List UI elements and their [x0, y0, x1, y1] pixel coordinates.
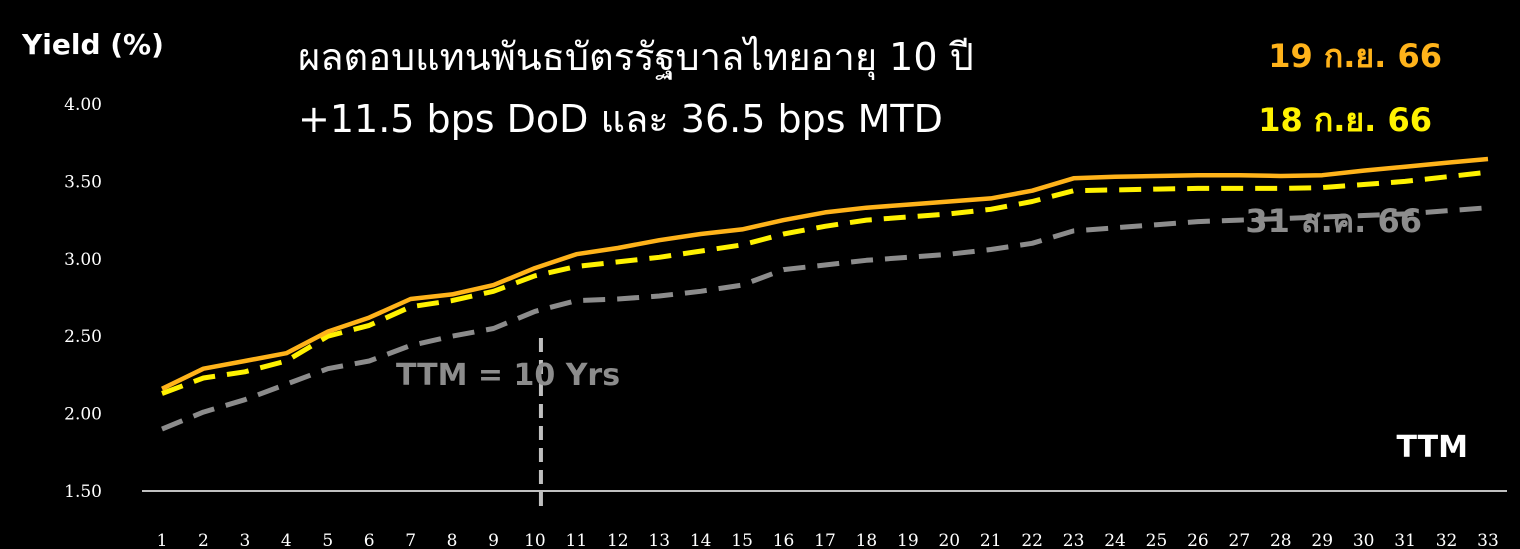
series-line	[161, 156, 1489, 391]
x-tick-label: 8	[447, 531, 458, 549]
legend-label: 18 ก.ย. 66	[1258, 101, 1432, 139]
x-tick-label: 6	[364, 531, 375, 549]
x-tick-label: 27	[1229, 531, 1251, 549]
x-tick-label: 11	[566, 531, 588, 549]
x-tick-label: 2	[198, 531, 209, 549]
x-tick-label: 23	[1063, 531, 1085, 549]
y-tick-label: 3.50	[64, 172, 102, 192]
x-tick-label: 29	[1311, 531, 1333, 549]
y-axis-label: Yield (%)	[21, 28, 164, 61]
legend-label: 19 ก.ย. 66	[1268, 37, 1442, 75]
x-tick-label: 28	[1270, 531, 1292, 549]
x-tick-label: 21	[980, 531, 1002, 549]
x-tick-label: 3	[239, 531, 250, 549]
y-tick-label: 4.00	[64, 95, 102, 115]
x-tick-label: 30	[1353, 531, 1375, 549]
chart-title: ผลตอบแทนพันธบัตรรัฐบาลไทยอายุ 10 ปี	[298, 35, 974, 80]
series-line	[161, 205, 1489, 432]
legend-label: 31 ส.ค. 66	[1245, 202, 1422, 240]
x-tick-label: 17	[814, 531, 836, 549]
x-tick-label: 13	[648, 531, 670, 549]
x-tick-label: 24	[1104, 531, 1126, 549]
x-axis-label: TTM	[1397, 430, 1468, 465]
x-tick-label: 33	[1477, 531, 1499, 549]
x-tick-label: 7	[405, 531, 416, 549]
x-tick-label: 19	[897, 531, 919, 549]
x-tick-label: 20	[938, 531, 960, 549]
x-tick-label: 15	[731, 531, 753, 549]
chart-subtitle: +11.5 bps DoD และ 36.5 bps MTD	[298, 97, 943, 141]
x-tick-label: 5	[322, 531, 333, 549]
x-tick-label: 32	[1436, 531, 1458, 549]
legend: 19 ก.ย. 66 18 ก.ย. 66 31 ส.ค. 66	[1245, 37, 1442, 240]
x-tick-label: 9	[488, 531, 499, 549]
x-tick-label: 16	[773, 531, 795, 549]
ttm-10-annotation: TTM = 10 Yrs	[396, 358, 620, 393]
x-tick-label: 10	[524, 531, 546, 549]
x-tick-label: 18	[856, 531, 878, 549]
x-tick-label: 14	[690, 531, 712, 549]
series-line	[161, 169, 1489, 396]
x-tick-label: 1	[157, 531, 168, 549]
series-lines	[161, 156, 1489, 432]
x-axis-ticks: 1 2 3 4 5 6 7 8 9 10 11 12 13 14 15 16 17 18 19 20 21 22 23 24 2…	[157, 531, 1499, 549]
x-tick-label: 4	[281, 531, 292, 549]
x-tick-label: 26	[1187, 531, 1209, 549]
x-tick-label: 12	[607, 531, 629, 549]
x-tick-label: 25	[1146, 531, 1168, 549]
y-tick-label: 3.00	[64, 250, 102, 270]
x-tick-label: 22	[1021, 531, 1043, 549]
y-tick-label: 1.50	[64, 482, 102, 502]
y-axis-ticks: 4.00 3.50 3.00 2.50 2.00 1.50	[64, 95, 102, 502]
y-tick-label: 2.00	[64, 405, 102, 425]
y-tick-label: 2.50	[64, 327, 102, 347]
x-tick-label: 31	[1394, 531, 1416, 549]
